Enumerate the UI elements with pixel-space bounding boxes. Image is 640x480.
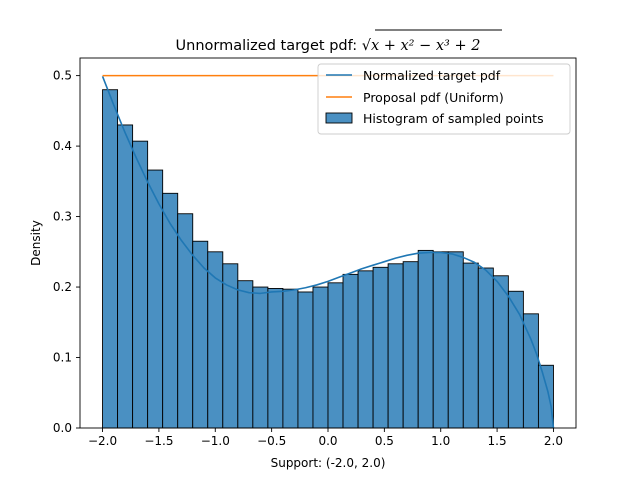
- chart-title-prefix: Unnormalized target pdf:: [176, 38, 362, 54]
- chart-title-radicand: x + x² − x³ + 2: [371, 38, 481, 54]
- histogram-bars: [102, 89, 554, 429]
- histogram-bar: [132, 140, 149, 429]
- histogram-bar: [252, 286, 269, 429]
- legend-label-histogram: Histogram of sampled points: [363, 111, 544, 126]
- histogram-bar: [267, 288, 284, 429]
- y-tick-label: 0.0: [53, 421, 72, 435]
- legend-box: [317, 63, 571, 135]
- x-axis-label: Support: (-2.0, 2.0): [271, 456, 386, 470]
- legend-swatch-histogram: [325, 112, 353, 124]
- x-tick-label: −0.5: [257, 434, 286, 448]
- chart-title: Unnormalized target pdf: √x + x² − x³ + …: [176, 38, 481, 54]
- histogram-bar: [522, 313, 539, 429]
- x-tick-label: 0.0: [318, 434, 337, 448]
- x-axis-ticks: −2.0 −1.5 −1.0 −0.5 0.0 0.5 1.0 1.5 2.0: [88, 428, 563, 448]
- histogram-bar: [417, 249, 434, 429]
- histogram-bar: [402, 261, 419, 429]
- histogram-bar: [507, 290, 524, 429]
- x-tick-label: 2.0: [544, 434, 563, 448]
- histogram-bar: [282, 288, 299, 429]
- x-tick-label: −1.0: [201, 434, 230, 448]
- histogram-bar: [312, 286, 329, 429]
- histogram-bar: [147, 169, 164, 429]
- histogram-bar: [537, 364, 554, 429]
- target-pdf-line: [101, 76, 555, 429]
- y-tick-label: 0.3: [53, 210, 72, 224]
- histogram-bar: [432, 251, 449, 429]
- histogram-bar: [297, 291, 314, 429]
- y-tick-label: 0.4: [53, 139, 72, 153]
- y-tick-label: 0.5: [53, 69, 72, 83]
- legend-label-target: Normalized target pdf: [363, 68, 501, 83]
- x-tick-label: 1.0: [431, 434, 450, 448]
- histogram-bar: [372, 266, 389, 429]
- histogram-bar: [477, 267, 494, 429]
- x-tick-label: −1.5: [144, 434, 173, 448]
- histogram-bar: [342, 273, 359, 429]
- x-tick-label: −2.0: [88, 434, 117, 448]
- histogram-bar: [162, 192, 179, 429]
- y-axis-label: Density: [29, 220, 43, 266]
- y-axis-ticks: 0.0 0.1 0.2 0.3 0.4 0.5: [53, 69, 80, 435]
- histogram-bar: [327, 282, 344, 429]
- legend-label-proposal: Proposal pdf (Uniform): [363, 90, 504, 105]
- histogram-bar: [237, 280, 254, 429]
- y-tick-label: 0.2: [53, 280, 72, 294]
- histogram-bar: [387, 263, 404, 429]
- legend: Normalized target pdf Proposal pdf (Unif…: [317, 63, 571, 135]
- histogram-bar: [117, 124, 134, 429]
- histogram-bar: [462, 262, 479, 429]
- y-tick-label: 0.1: [53, 351, 72, 365]
- histogram-bar: [102, 89, 119, 429]
- chart-title-math: √x + x² − x³ + 2: [362, 38, 481, 54]
- histogram-bar: [447, 251, 464, 429]
- x-tick-label: 1.5: [488, 434, 507, 448]
- histogram-bar: [357, 270, 374, 429]
- x-tick-label: 0.5: [375, 434, 394, 448]
- histogram-bar: [492, 275, 509, 429]
